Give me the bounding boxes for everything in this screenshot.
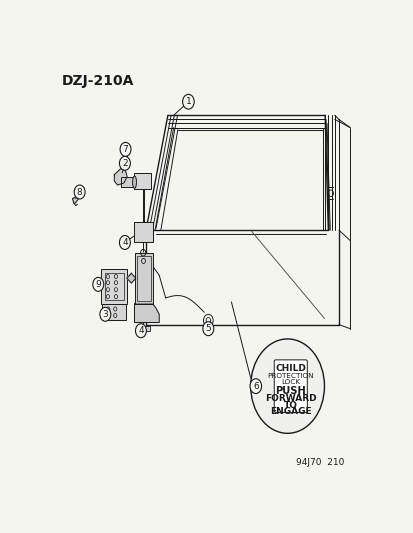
Text: 4: 4 bbox=[138, 326, 143, 335]
Circle shape bbox=[119, 236, 130, 249]
FancyBboxPatch shape bbox=[273, 360, 306, 413]
Bar bbox=[104, 273, 123, 300]
Circle shape bbox=[120, 142, 131, 156]
Circle shape bbox=[135, 324, 146, 338]
Text: 7: 7 bbox=[122, 145, 128, 154]
Circle shape bbox=[202, 322, 213, 336]
Text: LOCK: LOCK bbox=[280, 379, 299, 385]
Bar bbox=[143, 326, 149, 330]
Circle shape bbox=[119, 156, 130, 170]
Text: 1: 1 bbox=[185, 97, 191, 106]
Bar bbox=[121, 177, 133, 187]
Text: 9: 9 bbox=[95, 280, 101, 289]
Circle shape bbox=[100, 308, 111, 321]
Text: DZJ-210A: DZJ-210A bbox=[61, 74, 133, 88]
Text: 6: 6 bbox=[252, 382, 258, 391]
Text: 94J70  210: 94J70 210 bbox=[295, 458, 343, 467]
Polygon shape bbox=[126, 273, 135, 283]
Bar bbox=[133, 173, 151, 189]
Polygon shape bbox=[134, 304, 159, 322]
Text: 8: 8 bbox=[76, 188, 82, 197]
Text: ENGAGE: ENGAGE bbox=[269, 408, 311, 416]
Text: FORWARD: FORWARD bbox=[264, 394, 316, 403]
Circle shape bbox=[203, 314, 213, 327]
Text: PROTECTION: PROTECTION bbox=[267, 373, 313, 379]
Circle shape bbox=[74, 185, 85, 199]
Bar bbox=[136, 256, 150, 301]
Circle shape bbox=[249, 379, 261, 393]
Polygon shape bbox=[114, 168, 127, 185]
Text: PUSH: PUSH bbox=[275, 386, 306, 396]
Text: 3: 3 bbox=[102, 310, 108, 319]
Bar bbox=[101, 269, 127, 304]
Bar bbox=[102, 304, 125, 320]
Polygon shape bbox=[72, 196, 78, 204]
Bar bbox=[133, 222, 152, 243]
Text: CHILD: CHILD bbox=[275, 364, 306, 373]
Text: 5: 5 bbox=[205, 324, 211, 333]
Circle shape bbox=[182, 94, 194, 109]
Ellipse shape bbox=[132, 176, 136, 188]
Circle shape bbox=[250, 339, 324, 433]
Text: TO: TO bbox=[283, 400, 297, 409]
Text: 2: 2 bbox=[122, 159, 127, 168]
Circle shape bbox=[93, 277, 104, 292]
Text: 4: 4 bbox=[122, 238, 127, 247]
Bar bbox=[134, 253, 152, 304]
